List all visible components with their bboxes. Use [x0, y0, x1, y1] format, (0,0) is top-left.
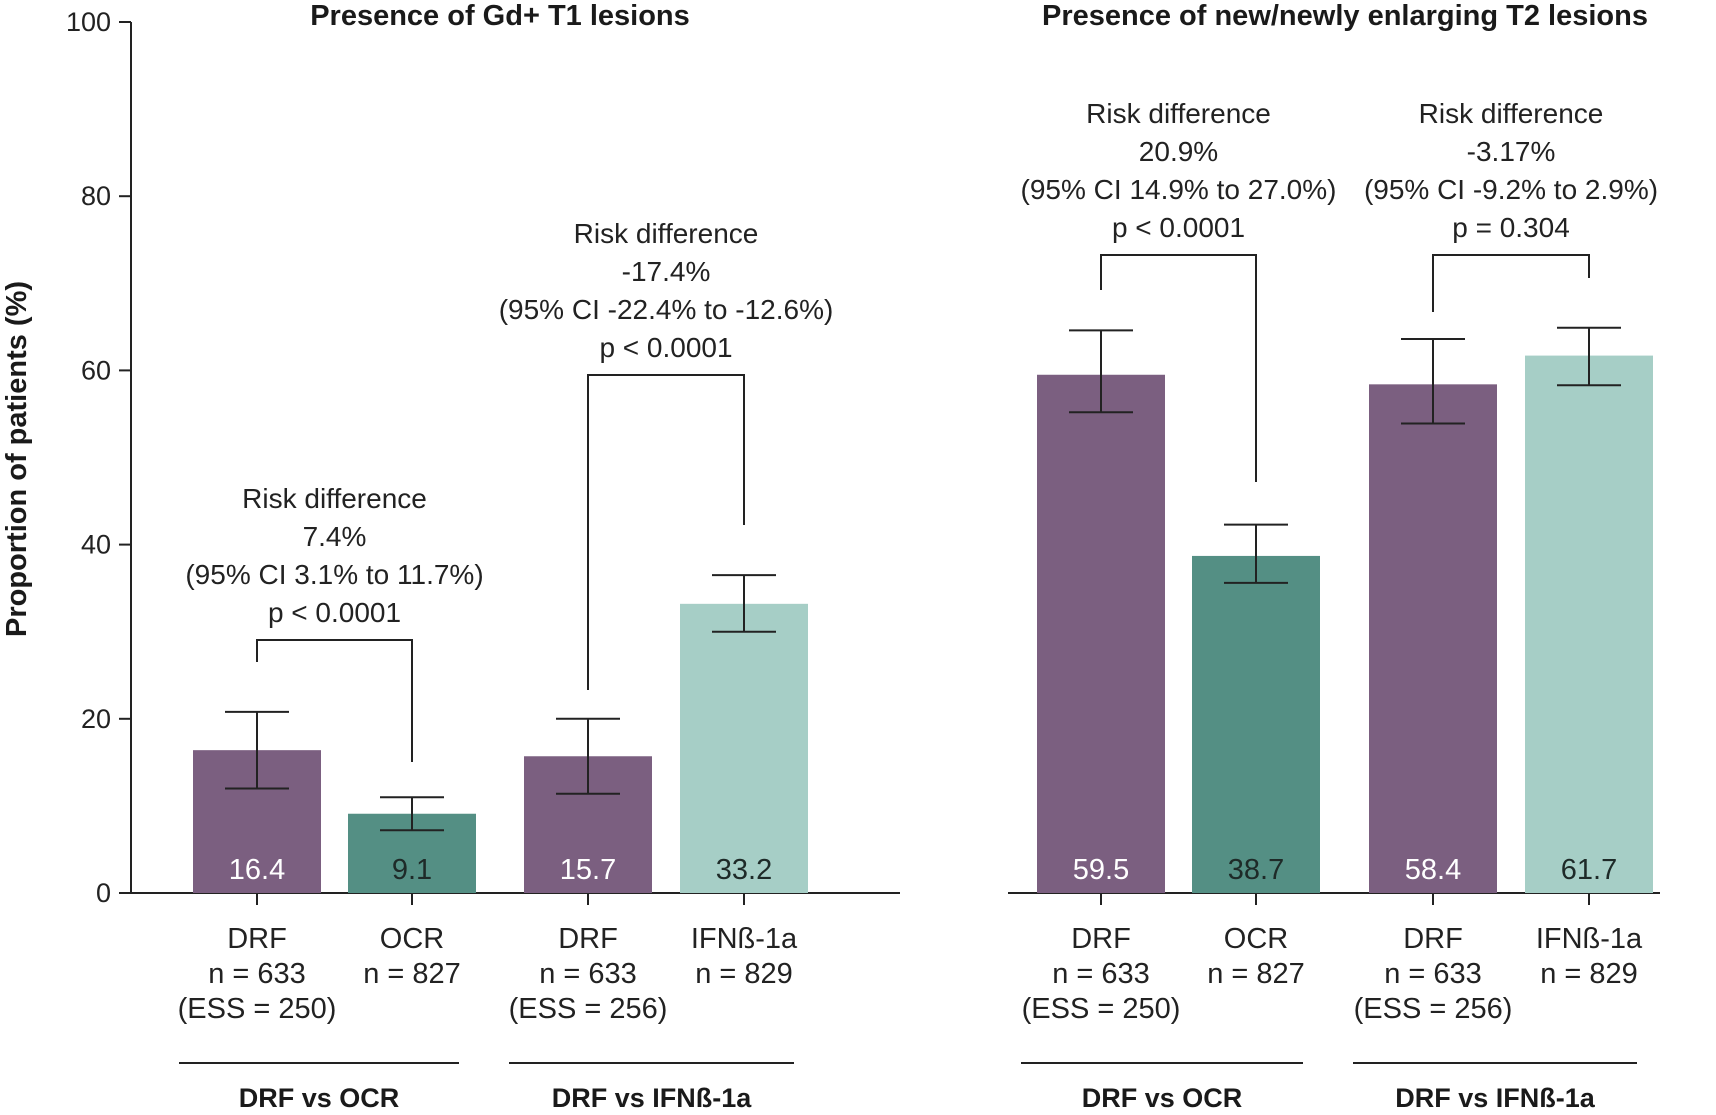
risk-difference-annotation: Risk difference -3.17% (95% CI -9.2% to 2.… [1364, 98, 1658, 243]
bar [1525, 355, 1653, 893]
risk-difference-annotation: Risk difference 20.9% (95% CI 14.9% to 27.… [1021, 98, 1337, 243]
group-label: DRF vs OCR [1082, 1083, 1243, 1113]
bar-value-label: 58.4 [1405, 854, 1461, 886]
y-tick-label: 80 [81, 181, 111, 211]
group-label: DRF vs IFNß-1a [1395, 1083, 1596, 1113]
comparison-bracket [256, 639, 413, 762]
comparison-bracket [1432, 254, 1590, 312]
risk-difference-annotation: Risk difference -17.4% (95% CI -22.4% to -… [499, 218, 834, 363]
chart-panel: Presence of new/newly enlarging T2 lesio… [1021, 0, 1659, 1113]
x-tick-label: DRF n = 633 (ESS = 250) [1022, 923, 1181, 1025]
x-tick-label: OCR n = 827 [1207, 923, 1305, 990]
y-tick-label: 20 [81, 704, 111, 734]
bar-value-label: 16.4 [229, 854, 285, 886]
chart-panel: Presence of Gd+ T1 lesions 16.4 DRF n = 633… [178, 0, 834, 1113]
x-tick-label: DRF n = 633 (ESS = 256) [1354, 923, 1513, 1025]
comparison-bracket [587, 374, 745, 690]
x-tick-label: IFNß-1a n = 829 [1536, 923, 1643, 990]
bar-value-label: 33.2 [716, 854, 772, 886]
y-tick-label: 100 [66, 7, 111, 37]
x-tick-label: DRF n = 633 (ESS = 256) [509, 923, 668, 1025]
y-tick-label: 40 [81, 530, 111, 560]
chart-panels: Presence of Gd+ T1 lesions 16.4 DRF n = 633… [178, 0, 1658, 1113]
group-label: DRF vs OCR [239, 1083, 400, 1113]
y-axis-label: Proportion of patients (%) [1, 281, 33, 637]
panel-title: Presence of Gd+ T1 lesions [310, 0, 690, 32]
bar-value-label: 38.7 [1228, 854, 1284, 886]
bar-value-label: 61.7 [1561, 854, 1617, 886]
comparison-bracket [1100, 254, 1257, 482]
y-tick-label: 0 [96, 878, 111, 908]
bar-value-label: 59.5 [1073, 854, 1129, 886]
x-tick-label: OCR n = 827 [363, 923, 461, 990]
panel-title: Presence of new/newly enlarging T2 lesio… [1042, 0, 1648, 32]
bar-value-label: 9.1 [392, 854, 432, 886]
bar-value-label: 15.7 [560, 854, 616, 886]
y-tick-label: 60 [81, 355, 111, 385]
bar [1192, 555, 1320, 893]
bar [680, 603, 808, 893]
bar [1037, 374, 1165, 893]
x-tick-label: DRF n = 633 (ESS = 250) [178, 923, 337, 1025]
group-label: DRF vs IFNß-1a [552, 1083, 753, 1113]
bar [1369, 384, 1497, 893]
risk-difference-annotation: Risk difference 7.4% (95% CI 3.1% to 11.7%… [185, 483, 483, 628]
x-tick-label: IFNß-1a n = 829 [691, 923, 798, 990]
